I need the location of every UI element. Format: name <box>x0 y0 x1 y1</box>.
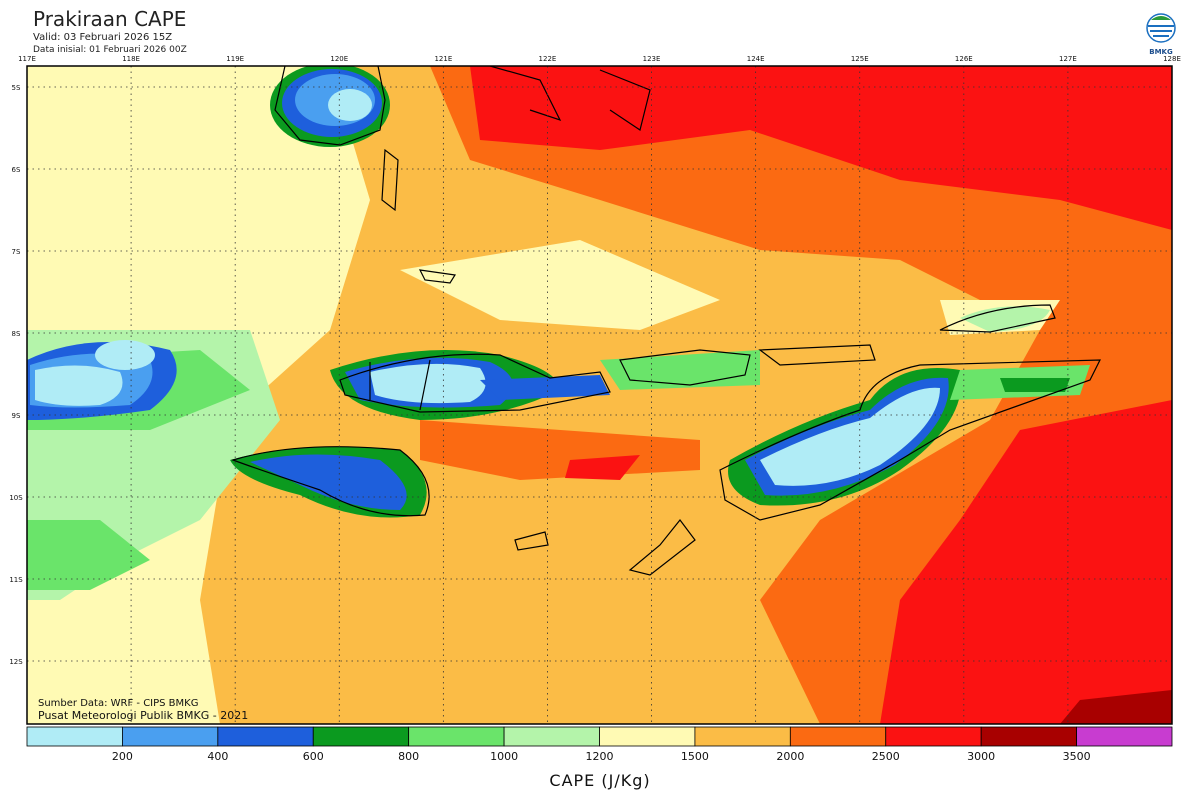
colorbar-tick-label: 1000 <box>490 750 518 763</box>
legend-swatch <box>312 726 410 747</box>
colorbar-tick-label: 3500 <box>1063 750 1091 763</box>
legend-swatch <box>408 726 505 747</box>
logo-label: BMKG <box>1149 48 1173 56</box>
lat-label: 11S <box>9 576 23 584</box>
lon-label: 121E <box>434 55 452 63</box>
logo: BMKG <box>1146 13 1176 56</box>
valid-time: Valid: 03 Februari 2026 15Z <box>33 32 172 43</box>
lat-label: 9S <box>12 412 21 420</box>
coastlines <box>231 66 1101 576</box>
colorbar-tick-label: 400 <box>207 750 228 763</box>
legend-swatch <box>980 726 1077 747</box>
lon-label: 122E <box>539 55 557 63</box>
colorbar-tick-label: 800 <box>398 750 419 763</box>
lat-label: 12S <box>9 658 23 666</box>
legend-swatch <box>26 726 123 747</box>
legend-swatch <box>694 726 791 747</box>
map-frame <box>26 65 1173 725</box>
lat-label: 8S <box>12 330 21 338</box>
colorbar-tick-label: 1200 <box>586 750 614 763</box>
legend-swatch <box>217 726 314 747</box>
graticule: 117E 118E 119E 120E 121E 122E 123E 124E 125E 126E… <box>9 55 1181 724</box>
lon-label: 124E <box>747 55 765 63</box>
lon-label: 125E <box>851 55 869 63</box>
init-time: Data inisial: 01 Februari 2026 00Z <box>33 45 187 55</box>
cape-field <box>27 66 1172 724</box>
colorbar-tick-label: 2000 <box>776 750 804 763</box>
title: Prakiraan CAPE <box>33 7 186 31</box>
legend-swatch <box>885 726 982 747</box>
colorbar-tick-label: 200 <box>112 750 133 763</box>
lon-label: 118E <box>122 55 140 63</box>
lon-label: 120E <box>330 55 348 63</box>
colorbar-tick-label: 600 <box>303 750 324 763</box>
lon-label: 117E <box>18 55 36 63</box>
colorbar-label: CAPE (J/Kg) <box>549 771 650 790</box>
lon-label: 126E <box>955 55 973 63</box>
lon-label: 128E <box>1163 55 1181 63</box>
legend-swatch <box>122 726 219 747</box>
lat-label: 6S <box>12 166 21 174</box>
lon-label: 127E <box>1059 55 1077 63</box>
lat-label: 5S <box>12 84 21 92</box>
source-note: Sumber Data: WRF - CIPS BMKG <box>38 698 198 709</box>
lat-label: 10S <box>9 494 23 502</box>
legend-swatch <box>789 726 887 747</box>
credit-note: Pusat Meteorologi Publik BMKG - 2021 <box>38 709 248 722</box>
legend-swatch <box>599 726 696 747</box>
colorbar: 200 400 600 800 1000 1200 1500 2000 2500 3000 3500 <box>26 726 1173 763</box>
lon-label: 123E <box>643 55 661 63</box>
legend-swatch <box>1076 726 1173 747</box>
legend-swatch <box>503 726 600 747</box>
lat-label: 7S <box>12 248 21 256</box>
lon-label: 119E <box>226 55 244 63</box>
colorbar-tick-label: 3000 <box>967 750 995 763</box>
colorbar-tick-label: 2500 <box>872 750 900 763</box>
colorbar-tick-label: 1500 <box>681 750 709 763</box>
